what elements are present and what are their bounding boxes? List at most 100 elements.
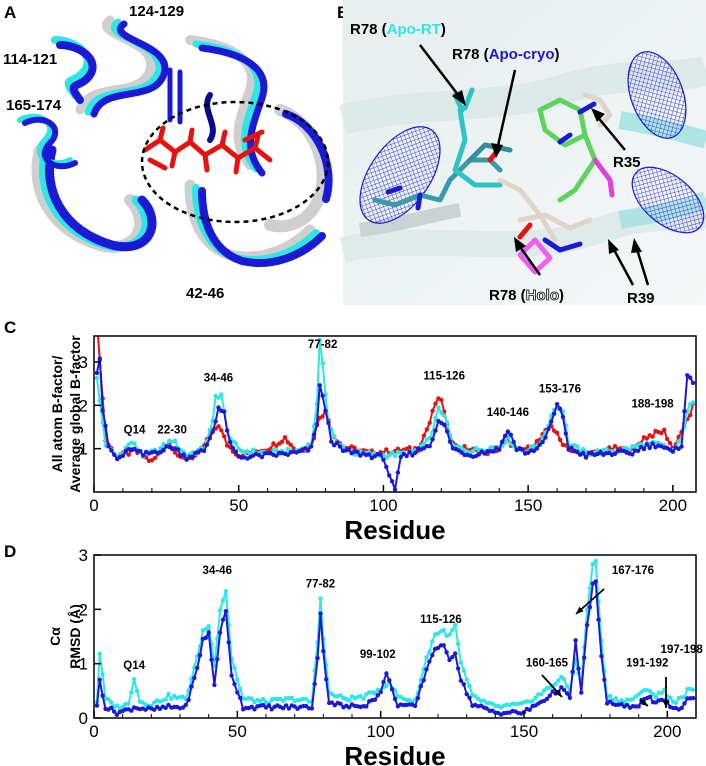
data-point bbox=[186, 697, 191, 703]
data-point bbox=[355, 449, 360, 454]
data-point bbox=[209, 657, 214, 662]
data-point bbox=[647, 445, 652, 451]
data-point bbox=[203, 635, 208, 640]
data-point bbox=[630, 452, 635, 457]
annotation-label: 34-46 bbox=[203, 565, 232, 577]
data-point bbox=[238, 695, 243, 700]
data-point bbox=[223, 589, 229, 594]
data-point bbox=[497, 447, 502, 452]
panel-d-letter: D bbox=[4, 542, 16, 561]
data-point bbox=[189, 684, 194, 689]
data-point bbox=[602, 677, 607, 682]
data-point bbox=[650, 441, 655, 446]
plot-frame bbox=[93, 554, 697, 719]
data-point bbox=[543, 435, 548, 440]
data-point bbox=[453, 622, 458, 628]
data-point bbox=[384, 671, 389, 676]
data-point bbox=[392, 696, 398, 702]
annotation-label: 191-192 bbox=[626, 657, 668, 669]
data-point bbox=[320, 361, 325, 366]
x-axis-title: Residue bbox=[344, 515, 445, 545]
data-point bbox=[464, 677, 469, 682]
data-point bbox=[458, 660, 464, 665]
y-axis-title-line1: All atom B-factor/ bbox=[49, 356, 65, 473]
data-point bbox=[579, 690, 584, 695]
data-point bbox=[271, 441, 276, 446]
annotation-label: 115-126 bbox=[420, 614, 462, 626]
data-point bbox=[484, 706, 489, 711]
data-point bbox=[676, 439, 681, 444]
y-axis-title-line2: Average global B-factor bbox=[67, 335, 83, 493]
data-point bbox=[430, 437, 435, 442]
data-point bbox=[682, 701, 687, 706]
data-point bbox=[338, 701, 343, 706]
data-point bbox=[175, 447, 181, 452]
data-point bbox=[216, 395, 221, 400]
data-point bbox=[321, 648, 326, 654]
data-point bbox=[286, 706, 292, 711]
data-point bbox=[647, 689, 653, 694]
data-point bbox=[461, 668, 466, 673]
x-axis-title: Residue bbox=[344, 741, 445, 766]
data-point bbox=[584, 607, 590, 613]
data-point bbox=[598, 450, 603, 455]
data-point bbox=[573, 638, 578, 643]
data-point bbox=[564, 691, 570, 696]
data-point bbox=[575, 444, 580, 449]
data-point bbox=[317, 337, 322, 343]
data-point bbox=[134, 688, 140, 693]
data-point bbox=[404, 453, 409, 459]
data-point bbox=[109, 700, 114, 705]
data-point bbox=[612, 444, 618, 449]
data-point bbox=[212, 682, 217, 688]
series-blue-markers bbox=[94, 579, 696, 717]
data-point bbox=[540, 439, 545, 445]
data-point bbox=[467, 695, 472, 700]
data-point bbox=[636, 704, 641, 709]
data-point bbox=[131, 677, 137, 682]
data-point bbox=[653, 695, 659, 700]
annotation-label: 22-30 bbox=[157, 425, 186, 437]
series-blue-markers bbox=[94, 356, 696, 492]
data-point bbox=[203, 626, 208, 632]
data-point bbox=[554, 430, 560, 435]
data-point bbox=[314, 422, 320, 427]
data-point bbox=[326, 420, 331, 426]
data-point bbox=[563, 431, 568, 436]
y-axis-title-line2: RMSD (Å) bbox=[67, 604, 83, 669]
data-point bbox=[129, 690, 134, 695]
data-point bbox=[668, 695, 673, 700]
data-point bbox=[180, 705, 186, 710]
data-point bbox=[476, 452, 482, 457]
y-tick-label: 1 bbox=[79, 655, 88, 674]
plot-area bbox=[94, 336, 696, 492]
data-point bbox=[114, 703, 120, 708]
data-point bbox=[210, 429, 215, 434]
data-point bbox=[544, 696, 550, 702]
data-point bbox=[433, 415, 438, 421]
y-tick-label: 3 bbox=[79, 353, 88, 372]
data-point bbox=[216, 424, 221, 429]
data-point bbox=[226, 640, 231, 645]
data-point bbox=[106, 444, 111, 449]
data-point bbox=[549, 419, 554, 424]
label-42-46: 42-46 bbox=[186, 285, 224, 302]
data-point bbox=[673, 700, 679, 706]
data-point bbox=[530, 699, 535, 704]
data-point bbox=[279, 439, 285, 444]
data-point bbox=[447, 657, 452, 663]
data-point bbox=[222, 409, 227, 414]
arrow-head bbox=[640, 699, 648, 706]
data-point bbox=[346, 705, 352, 710]
data-point bbox=[181, 452, 186, 457]
data-point bbox=[421, 441, 427, 446]
data-point bbox=[690, 380, 696, 386]
data-point bbox=[252, 707, 257, 712]
data-point bbox=[152, 707, 157, 712]
plot-area bbox=[94, 558, 696, 717]
data-point bbox=[138, 449, 143, 454]
data-point bbox=[407, 449, 412, 455]
data-point bbox=[217, 608, 223, 613]
data-point bbox=[201, 448, 207, 454]
data-point bbox=[269, 707, 274, 712]
